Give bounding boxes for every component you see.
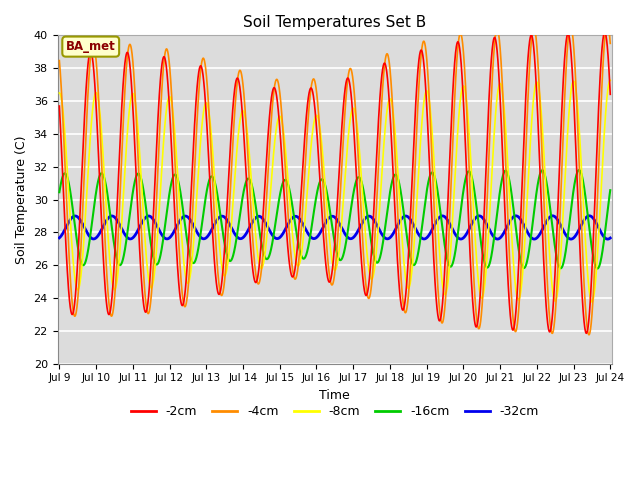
Line: -2cm: -2cm	[60, 32, 611, 333]
-4cm	[386, 64, 394, 70]
-4cm	[414, 108, 422, 113]
Line: -8cm: -8cm	[60, 80, 611, 302]
X-axis label: Time: Time	[319, 389, 350, 402]
-8cm	[607, 77, 614, 83]
-16cm	[467, 170, 474, 176]
-2cm	[467, 259, 474, 264]
-8cm	[386, 96, 394, 102]
-2cm	[601, 29, 609, 35]
-8cm	[508, 242, 516, 248]
-16cm	[575, 167, 583, 173]
-32cm	[467, 224, 474, 229]
-4cm	[604, 21, 611, 27]
-8cm	[588, 299, 596, 305]
-4cm	[508, 306, 516, 312]
Line: -16cm: -16cm	[60, 170, 611, 269]
-2cm	[582, 330, 590, 336]
-4cm	[56, 58, 63, 63]
-16cm	[156, 257, 163, 263]
Line: -32cm: -32cm	[60, 216, 611, 239]
-8cm	[266, 197, 274, 203]
-16cm	[414, 253, 422, 259]
-32cm	[586, 213, 593, 219]
-32cm	[604, 236, 612, 242]
-32cm	[156, 228, 163, 233]
-4cm	[156, 132, 163, 138]
-2cm	[266, 109, 274, 115]
-2cm	[414, 71, 422, 77]
-8cm	[56, 90, 63, 96]
-2cm	[386, 106, 394, 112]
-32cm	[386, 235, 394, 241]
Line: -4cm: -4cm	[60, 24, 611, 335]
-2cm	[508, 326, 516, 332]
-4cm	[607, 40, 614, 46]
-16cm	[266, 251, 274, 257]
Text: BA_met: BA_met	[66, 40, 116, 53]
-32cm	[607, 235, 614, 241]
-16cm	[607, 187, 614, 193]
-4cm	[585, 332, 593, 337]
-16cm	[508, 196, 516, 202]
-2cm	[607, 92, 614, 97]
-8cm	[156, 204, 163, 209]
-8cm	[467, 151, 474, 156]
-32cm	[508, 215, 516, 221]
Title: Soil Temperatures Set B: Soil Temperatures Set B	[243, 15, 426, 30]
-16cm	[56, 189, 63, 195]
-32cm	[56, 235, 63, 241]
-32cm	[266, 228, 274, 234]
-32cm	[414, 230, 422, 236]
-2cm	[56, 103, 63, 109]
-16cm	[386, 191, 394, 197]
-2cm	[156, 91, 163, 96]
-4cm	[467, 198, 474, 204]
Legend: -2cm, -4cm, -8cm, -16cm, -32cm: -2cm, -4cm, -8cm, -16cm, -32cm	[125, 400, 544, 423]
-8cm	[414, 185, 422, 191]
-4cm	[266, 139, 274, 144]
Y-axis label: Soil Temperature (C): Soil Temperature (C)	[15, 135, 28, 264]
-16cm	[593, 266, 601, 272]
